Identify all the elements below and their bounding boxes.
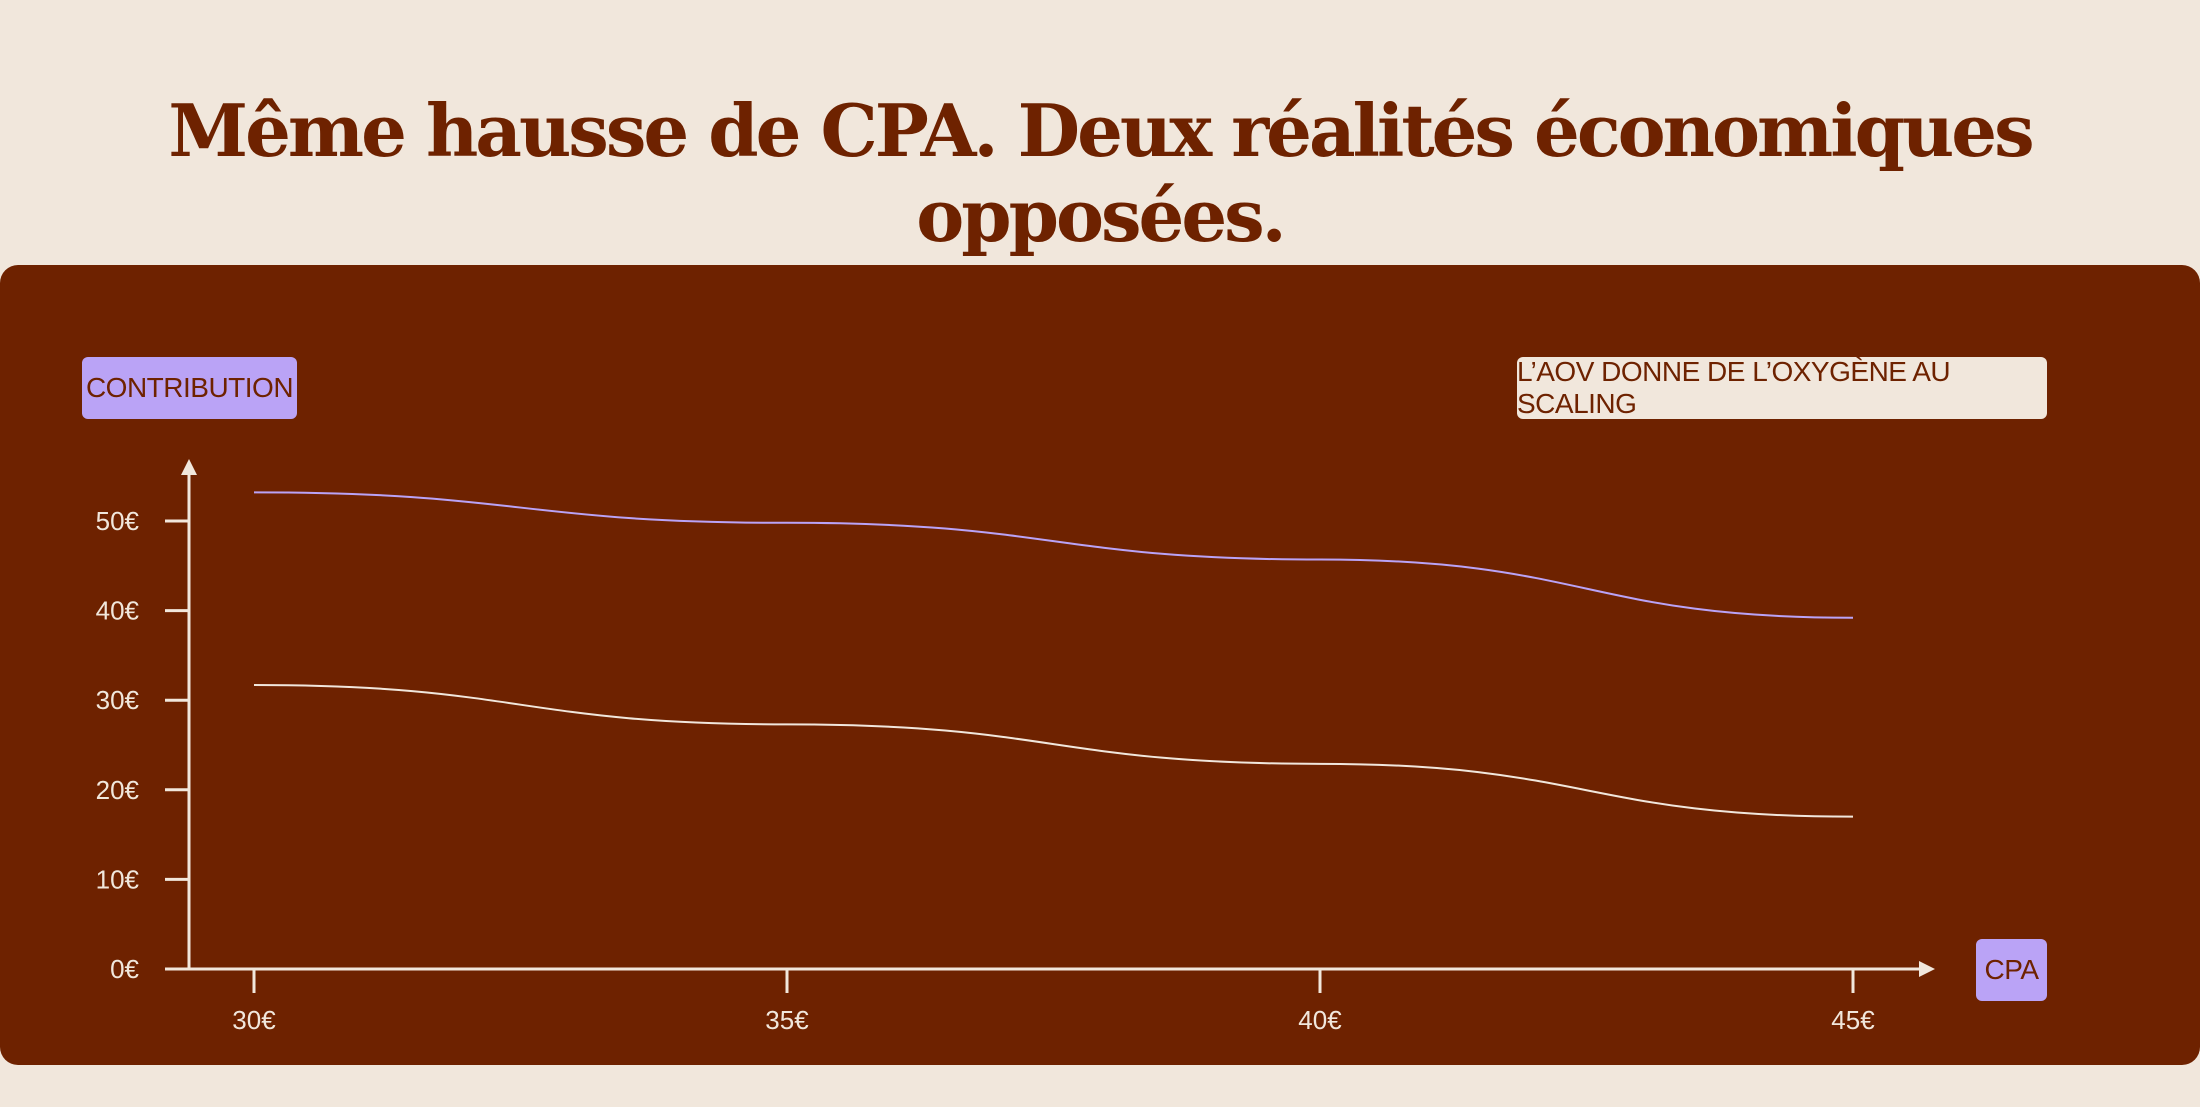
page-title: Même hausse de CPA. Deux réalités économ… [168,88,2034,258]
y-tick-label: 30€ [96,685,140,715]
x-tick-label: 45€ [1831,1005,1875,1035]
y-tick-label: 50€ [96,506,140,536]
y-tick-label: 20€ [96,775,140,805]
annotation-label: L’AOV DONNE DE L’OXYGÈNE AU SCALING [1517,356,2047,419]
y-tick-label: 10€ [96,864,140,894]
y-axis-label: CONTRIBUTION [82,357,297,419]
y-axis-arrow [181,459,197,475]
series-line-1 [253,491,1854,619]
x-tick-label: 30€ [232,1005,276,1035]
x-axis-label: CPA [1976,939,2047,1001]
y-tick-label: 40€ [96,596,140,626]
x-axis-arrow [1919,961,1935,977]
series-line-2 [253,683,1854,818]
x-tick-label: 40€ [1298,1005,1342,1035]
y-tick-label: 0€ [110,954,139,984]
x-tick-label: 35€ [765,1005,809,1035]
